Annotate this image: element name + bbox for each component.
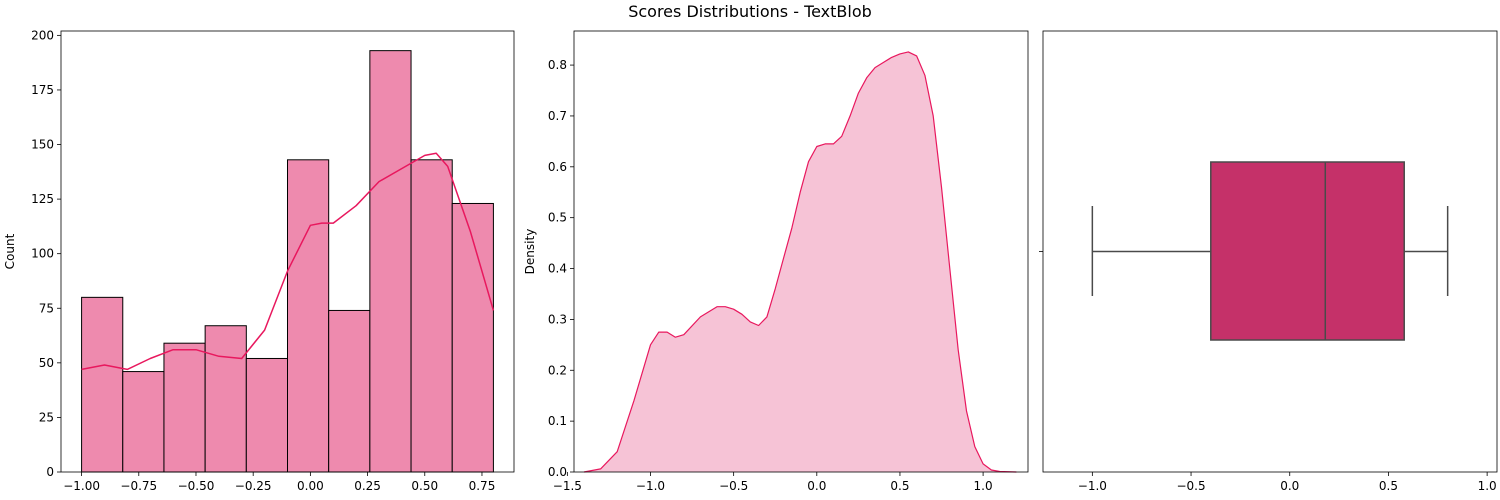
axes-frame xyxy=(60,30,515,473)
y-tick-label: 200 xyxy=(31,28,54,42)
x-tick-label: −0.75 xyxy=(120,479,157,493)
y-tick-label: 0.4 xyxy=(548,262,567,276)
histogram-bar xyxy=(410,159,453,473)
y-tick-label: 0 xyxy=(46,465,54,479)
x-tick-label: 0.25 xyxy=(354,479,381,493)
histogram-bar xyxy=(81,296,124,473)
x-tick-label: 0.5 xyxy=(1379,479,1398,493)
y-axis-label: Count xyxy=(3,233,17,269)
x-tick-label: −1.0 xyxy=(636,479,665,493)
y-tick-label: 0.6 xyxy=(548,160,567,174)
x-tick-label: 0.0 xyxy=(1280,479,1299,493)
x-tick-label: −1.00 xyxy=(63,479,100,493)
histogram-bar xyxy=(122,371,165,473)
x-tick-label: −0.50 xyxy=(178,479,215,493)
x-tick-label: 1.0 xyxy=(1478,479,1497,493)
histogram-panel: −1.00 −0.75 −0.50 −0.25 0.00 0.25 0.50 0.75 0 25 5… xyxy=(3,28,515,493)
x-tick-label: −0.5 xyxy=(1176,479,1205,493)
x-tick-label: 1.0 xyxy=(974,479,993,493)
y-tick-label: 0.0 xyxy=(548,465,567,479)
y-tick-label: 100 xyxy=(31,247,54,261)
boxplot-panel: −1.0 −0.5 0.0 0.5 1.0 xyxy=(1039,30,1498,493)
x-tick-label: −0.5 xyxy=(719,479,748,493)
histogram-bar xyxy=(163,342,206,473)
histogram-bar xyxy=(287,159,330,473)
x-tick-label: −1.0 xyxy=(1078,479,1107,493)
x-tick-label: 0.5 xyxy=(890,479,909,493)
y-tick-label: 175 xyxy=(31,83,54,97)
density-panel: −1.5 −1.0 −0.5 0.0 0.5 1.0 0.0 0.1 0.2 0.3 0.4 0.5 0… xyxy=(523,30,1029,493)
y-tick-label: 0.2 xyxy=(548,363,567,377)
x-tick-label: −0.25 xyxy=(235,479,272,493)
y-tick-label: 50 xyxy=(39,356,54,370)
y-tick-label: 25 xyxy=(39,410,54,424)
histogram-bar xyxy=(204,325,247,473)
y-tick-label: 150 xyxy=(31,138,54,152)
histogram-bar xyxy=(328,309,371,473)
x-tick-label: 0.75 xyxy=(469,479,496,493)
axes-frame xyxy=(573,30,1029,473)
y-tick-label: 0.5 xyxy=(548,211,567,225)
x-tick-label: −1.5 xyxy=(553,479,582,493)
y-tick-label: 0.1 xyxy=(548,414,567,428)
kde-line xyxy=(81,152,495,371)
histogram-bar xyxy=(451,202,494,473)
x-tick-label: 0.50 xyxy=(411,479,438,493)
y-tick-label: 125 xyxy=(31,192,54,206)
y-axis-label: Density xyxy=(523,229,537,275)
y-tick-label: 0.7 xyxy=(548,109,567,123)
x-tick-label: 0.00 xyxy=(297,479,324,493)
histogram-bar xyxy=(369,50,412,473)
box-iqr xyxy=(1210,161,1405,341)
y-tick-label: 0.3 xyxy=(548,312,567,326)
y-tick-label: 0.8 xyxy=(548,58,567,72)
y-tick-label: 75 xyxy=(39,301,54,315)
x-tick-label: 0.0 xyxy=(807,479,826,493)
density-area xyxy=(584,51,1017,473)
histogram-bar xyxy=(245,357,288,473)
density-line xyxy=(583,51,1017,473)
figure-title: Scores Distributions - TextBlob xyxy=(628,2,872,21)
